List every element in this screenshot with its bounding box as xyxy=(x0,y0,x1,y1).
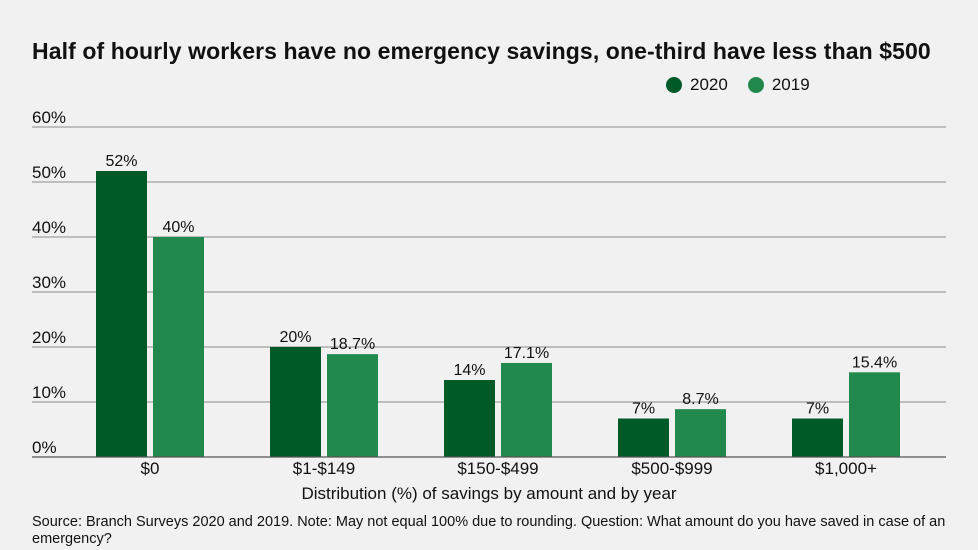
bar-2019-3 xyxy=(675,409,726,457)
source-note: Source: Branch Surveys 2020 and 2019. No… xyxy=(32,514,946,547)
y-tick-label-60: 60% xyxy=(32,108,66,127)
data-label-2019-2: 17.1% xyxy=(504,345,549,362)
legend-item-2019: 2019 xyxy=(747,75,810,95)
data-label-2019-1: 18.7% xyxy=(330,336,375,353)
x-tick-label-2: $150-$499 xyxy=(457,459,538,478)
legend-item-2020: 2020 xyxy=(666,75,728,95)
y-tick-label-10: 10% xyxy=(32,383,66,402)
x-axis-label: Distribution (%) of savings by amount an… xyxy=(301,484,677,503)
data-label-2020-0: 52% xyxy=(105,153,137,170)
y-tick-label-30: 30% xyxy=(32,273,66,292)
bar-2020-4 xyxy=(792,418,843,457)
y-tick-label-20: 20% xyxy=(32,328,66,347)
bar-2019-1 xyxy=(327,354,378,457)
bar-chart: 0% 10% 20% 30% 40% 50% 60% 52% 40% $0 20% 18.7% $1-$… xyxy=(32,108,946,478)
bar-2020-0 xyxy=(96,171,147,457)
x-tick-label-1: $1-$149 xyxy=(293,459,355,478)
y-tick-label-40: 40% xyxy=(32,218,66,237)
data-label-2020-1: 20% xyxy=(279,329,311,346)
bar-2020-2 xyxy=(444,380,495,457)
x-tick-label-3: $500-$999 xyxy=(631,459,712,478)
data-label-2020-3: 7% xyxy=(632,401,655,418)
bar-2020-3 xyxy=(618,418,669,457)
x-tick-label-4: $1,000+ xyxy=(815,459,877,478)
data-label-2020-4: 7% xyxy=(806,401,829,418)
legend-label-2019: 2019 xyxy=(771,75,810,94)
legend-swatch-2020 xyxy=(666,77,682,93)
legend-swatch-2019 xyxy=(747,77,764,93)
legend-label-2020: 2020 xyxy=(690,75,728,94)
legend: 2020 2019 xyxy=(666,75,830,95)
data-label-2019-3: 8.7% xyxy=(682,391,718,408)
data-label-2020-2: 14% xyxy=(453,362,485,379)
bar-2020-1 xyxy=(270,347,321,457)
data-label-2019-0: 40% xyxy=(162,219,194,236)
x-tick-label-0: $0 xyxy=(141,459,160,478)
bar-2019-0 xyxy=(153,237,204,457)
data-label-2019-4: 15.4% xyxy=(852,354,897,371)
bar-2019-4 xyxy=(849,372,900,457)
y-tick-label-0: 0% xyxy=(32,438,57,457)
y-tick-label-50: 50% xyxy=(32,163,66,182)
chart-title: Half of hourly workers have no emergency… xyxy=(32,38,931,64)
bar-2019-2 xyxy=(501,362,552,457)
